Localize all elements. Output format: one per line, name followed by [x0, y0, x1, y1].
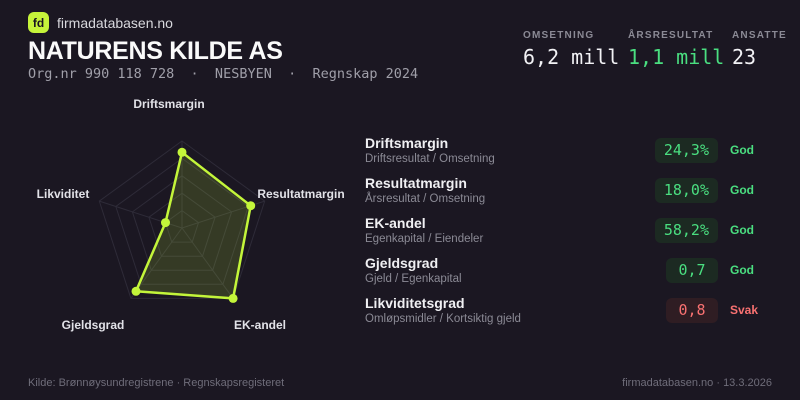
metric-name: Likviditetsgrad	[365, 294, 465, 311]
radar-grid-ring	[98, 140, 266, 299]
metric-status-badge: God	[730, 223, 754, 237]
metric-status-badge: God	[730, 143, 754, 157]
site-name: firmadatabasen.no	[57, 14, 173, 31]
stat-value: 6,2 mill	[523, 45, 620, 69]
metric-status-badge: Svak	[730, 303, 759, 317]
metric-formula: Gjeld / Egenkapital	[365, 273, 462, 286]
metric-status-badge: God	[730, 183, 754, 197]
metric-row-ek-andel: EK-andel Egenkapital / Eiendeler 58,2% G…	[365, 210, 772, 250]
metric-name: EK-andel	[365, 214, 426, 231]
axis-label-likviditet: Likviditet	[36, 187, 90, 201]
radar-vertex-dot	[161, 218, 170, 228]
footer-site-date: firmadatabasen.no · 13.3.2026	[622, 377, 772, 389]
radar-vertex-dot	[131, 286, 141, 296]
metric-row-likviditetsgrad: Likviditetsgrad Omløpsmidler / Kortsikti…	[365, 290, 772, 330]
stat-omsetning: OMSETNING 6,2 mill	[523, 30, 628, 69]
radar-svg	[98, 140, 266, 303]
metric-formula: Årsresultat / Omsetning	[365, 193, 486, 206]
axis-label-ek-andel: EK-andel	[233, 318, 287, 332]
radar-value-polygon	[134, 151, 252, 300]
radar-vertex-dot	[246, 201, 256, 211]
stat-ansatte: ANSATTE 23	[732, 30, 787, 69]
radar-grid-ring	[148, 192, 216, 257]
metric-name: Gjeldsgrad	[365, 254, 439, 271]
stat-arsresultat: ÅRSRESULTAT 1,1 mill	[628, 30, 732, 69]
radar-grid-ring	[131, 175, 233, 271]
metric-row-resultatmargin: Resultatmargin Årsresultat / Omsetning 1…	[365, 170, 772, 210]
stat-label: ANSATTE	[732, 30, 787, 41]
metric-formula: Driftsresultat / Omsetning	[365, 153, 495, 166]
metric-value-pill: 24,3%	[654, 137, 718, 163]
metric-row-gjeldsgrad: Gjeldsgrad Gjeld / Egenkapital 0,7 God	[365, 250, 772, 290]
metric-value-pill: 18,0%	[654, 177, 718, 203]
footer: Kilde: Brønnøysundregistrene · Regnskaps…	[28, 377, 772, 389]
fd-logo-icon: fd	[28, 12, 49, 33]
metric-name: Resultatmargin	[365, 174, 467, 191]
footer-source: Kilde: Brønnøysundregistrene · Regnskaps…	[28, 377, 285, 389]
radar-vertex-dot	[177, 147, 187, 157]
metrics-list: Driftsmargin Driftsresultat / Omsetning …	[365, 130, 772, 330]
key-figures: OMSETNING 6,2 mill ÅRSRESULTAT 1,1 mill …	[523, 30, 787, 69]
radar-chart: Driftsmargin Resultatmargin EK-andel Gje…	[0, 90, 360, 355]
page-title: NATURENS KILDE AS	[28, 37, 283, 65]
radar-spoke	[181, 227, 234, 299]
metric-value-pill: 0,7	[666, 257, 718, 283]
stat-label: ÅRSRESULTAT	[628, 30, 714, 41]
metric-row-driftsmargin: Driftsmargin Driftsresultat / Omsetning …	[365, 130, 772, 170]
metric-formula: Egenkapital / Eiendeler	[365, 233, 484, 246]
org-info-line: Org.nr 990 118 728 · NESBYEN · Regnskap …	[28, 66, 419, 82]
metric-value-pill: 58,2%	[654, 217, 718, 243]
axis-label-resultatmargin: Resultatmargin	[257, 187, 345, 201]
radar-vertex-dot	[228, 293, 238, 303]
stat-value: 23	[732, 45, 757, 69]
radar-spoke	[130, 227, 183, 299]
metric-status-badge: God	[730, 263, 754, 277]
metric-formula: Omløpsmidler / Kortsiktig gjeld	[365, 313, 521, 326]
stat-value: 1,1 mill	[628, 45, 725, 69]
axis-label-driftsmargin: Driftsmargin	[133, 97, 205, 111]
metric-name: Driftsmargin	[365, 134, 449, 151]
brand-link[interactable]: fd firmadatabasen.no	[28, 12, 173, 33]
stat-label: OMSETNING	[523, 30, 595, 41]
axis-label-gjeldsgrad: Gjeldsgrad	[61, 318, 125, 332]
metric-value-pill: 0,8	[666, 297, 718, 323]
radar-grid-ring	[115, 157, 249, 285]
